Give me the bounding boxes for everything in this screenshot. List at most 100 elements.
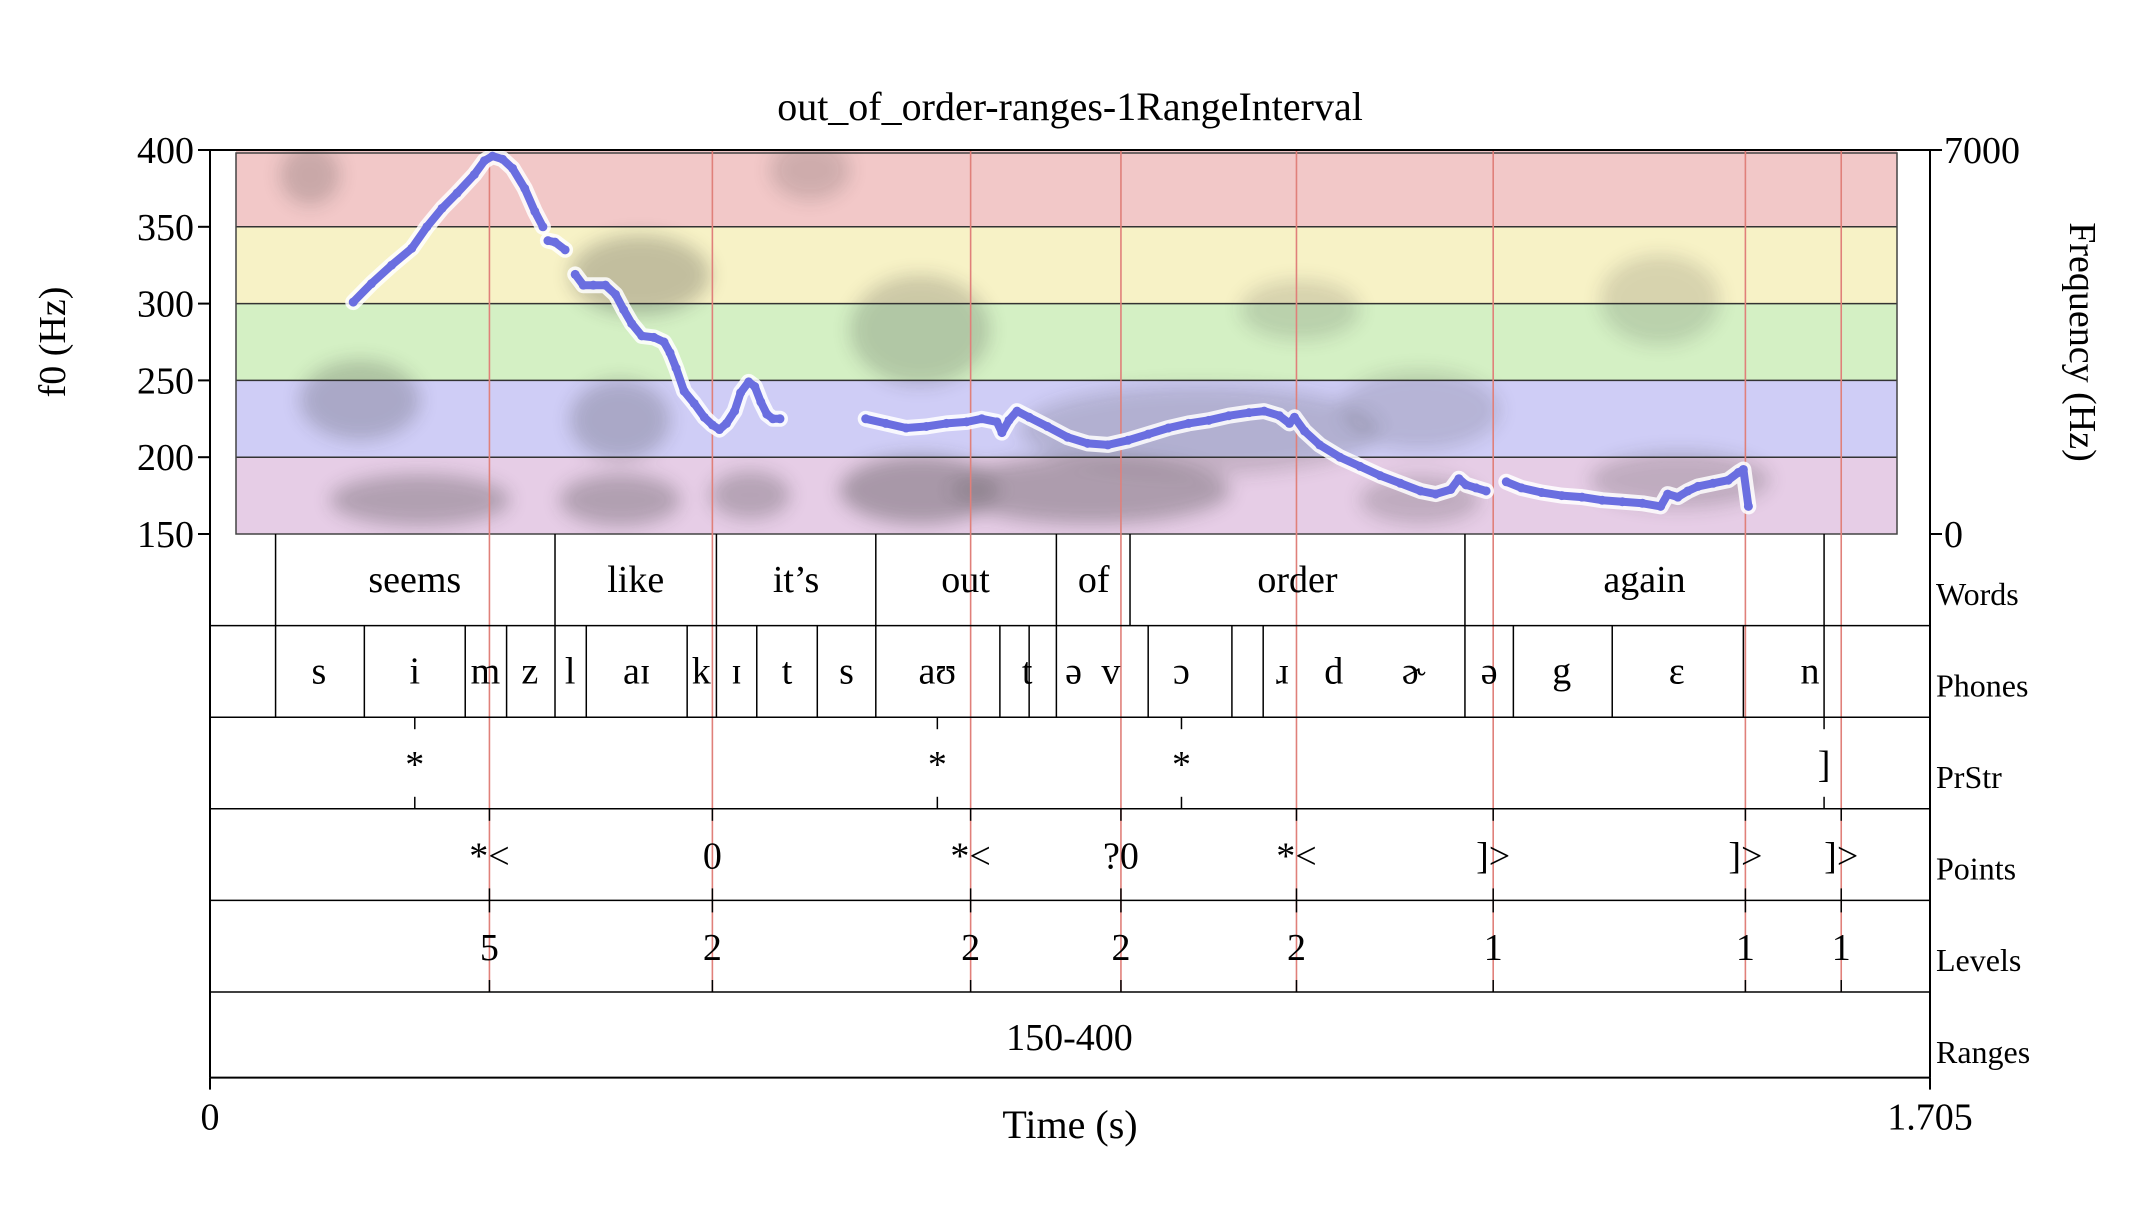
pitch-point [861,414,871,424]
y-axis-left-label: f0 (Hz) [32,287,74,398]
x-axis-label: Time (s) [1002,1102,1137,1147]
pitch-point [627,319,637,329]
pitch-point [1355,461,1365,471]
point-label: 2 [703,927,722,969]
pitch-point [699,412,709,422]
pitch-point [1738,464,1748,474]
pitch-point [962,417,972,427]
tier-name: Words [1936,576,2019,612]
pitch-point [714,425,724,435]
pitch-point [1289,412,1299,422]
pitch-point [1501,477,1511,487]
pitch-point [1184,418,1194,428]
pitch-point [1431,489,1441,499]
tier-label: ɔ [1173,650,1190,692]
pitch-point [730,406,740,416]
alignment-lines [488,150,1843,992]
pitch-point [1300,426,1310,436]
pitch-point [578,280,588,290]
point-label: * [405,744,424,786]
tier-label: g [1552,650,1571,692]
pitch-point [881,418,891,428]
point-label: ]> [1824,836,1858,878]
band-frame [235,152,1898,535]
tier-label: 150-400 [1006,1017,1133,1059]
pitch-line [861,407,1491,499]
pitch-point [1656,501,1666,511]
f0-pitch-track [345,148,1757,515]
pitch-point [1673,492,1683,502]
pitch-point [1516,483,1526,493]
pitch-point [1461,480,1471,490]
pitch-point [1163,423,1173,433]
tier-label: like [607,559,664,601]
tier-label: t [782,650,793,692]
tier-label: k [692,650,711,692]
pitch-point [469,170,479,180]
pitch-point [1577,492,1587,502]
pitch-point [1024,412,1034,422]
x-tick-label: 1.705 [1887,1097,1973,1139]
tier-label: s [312,650,327,692]
tier-label: ə [1065,650,1082,692]
tier-label: ɹ [1276,650,1289,692]
point-label: *< [469,836,509,878]
pitch-point [1723,475,1733,485]
pitch-point [1004,415,1014,425]
tier-label: n [1800,650,1819,692]
tier-name: Points [1936,851,2016,887]
pitch-point [1446,484,1456,494]
pitch-point [1537,488,1547,498]
y-tick-label: 200 [137,437,194,479]
point-label: 0 [703,836,722,878]
pitch-point [348,297,358,307]
tier-label: ə [1481,650,1498,692]
chart-title: out_of_order-ranges-1RangeInterval [777,84,1363,129]
pitch-point [1375,471,1385,481]
tier-label: z [521,650,538,692]
pitch-point [1083,438,1093,448]
pitch-point [1123,435,1133,445]
pitch-point [1143,429,1153,439]
pitch-point [679,386,689,396]
tier-label: aɪ [623,650,650,692]
y-tick-label: 400 [137,130,194,172]
pitch-point [1663,489,1673,499]
y-tick-label: 350 [137,207,194,249]
pitch-point [736,388,746,398]
pitch-point [422,222,432,232]
pitch-point [543,236,553,246]
pitch-point [1481,486,1491,496]
pitch-point [498,154,508,164]
point-label: 1 [1484,927,1503,969]
pitch-point [530,206,540,216]
pitch-point [941,418,951,428]
pitch-point [901,423,911,433]
pitch-point [1315,440,1325,450]
pitch-point [1244,408,1254,418]
pitch-point [1471,483,1481,493]
pitch-point [977,414,987,424]
pitch-point [1274,411,1284,421]
tier-label: ɚ [1402,650,1426,692]
tier-label: it’s [773,559,819,601]
y-right-tick-label: 0 [1944,514,1963,556]
point-label: *< [950,836,990,878]
point-label: 1 [1832,927,1851,969]
pitch-point [366,279,376,289]
y-axis-right-label: Frequency (Hz) [2061,222,2103,462]
tier-label: seems [368,559,461,601]
tier-label: t [1022,650,1033,692]
pitch-point [768,414,778,424]
tier-label: order [1257,559,1338,601]
pitch-point [1335,452,1345,462]
pitch-point [452,188,462,198]
pitch-point [722,418,732,428]
tier-label: ɪ [731,650,742,692]
pitch-point [1012,406,1022,416]
pitch-point [619,305,629,315]
tier-label: aʊ [918,650,956,692]
pitch-point [1557,491,1567,501]
pitch-point [756,397,766,407]
